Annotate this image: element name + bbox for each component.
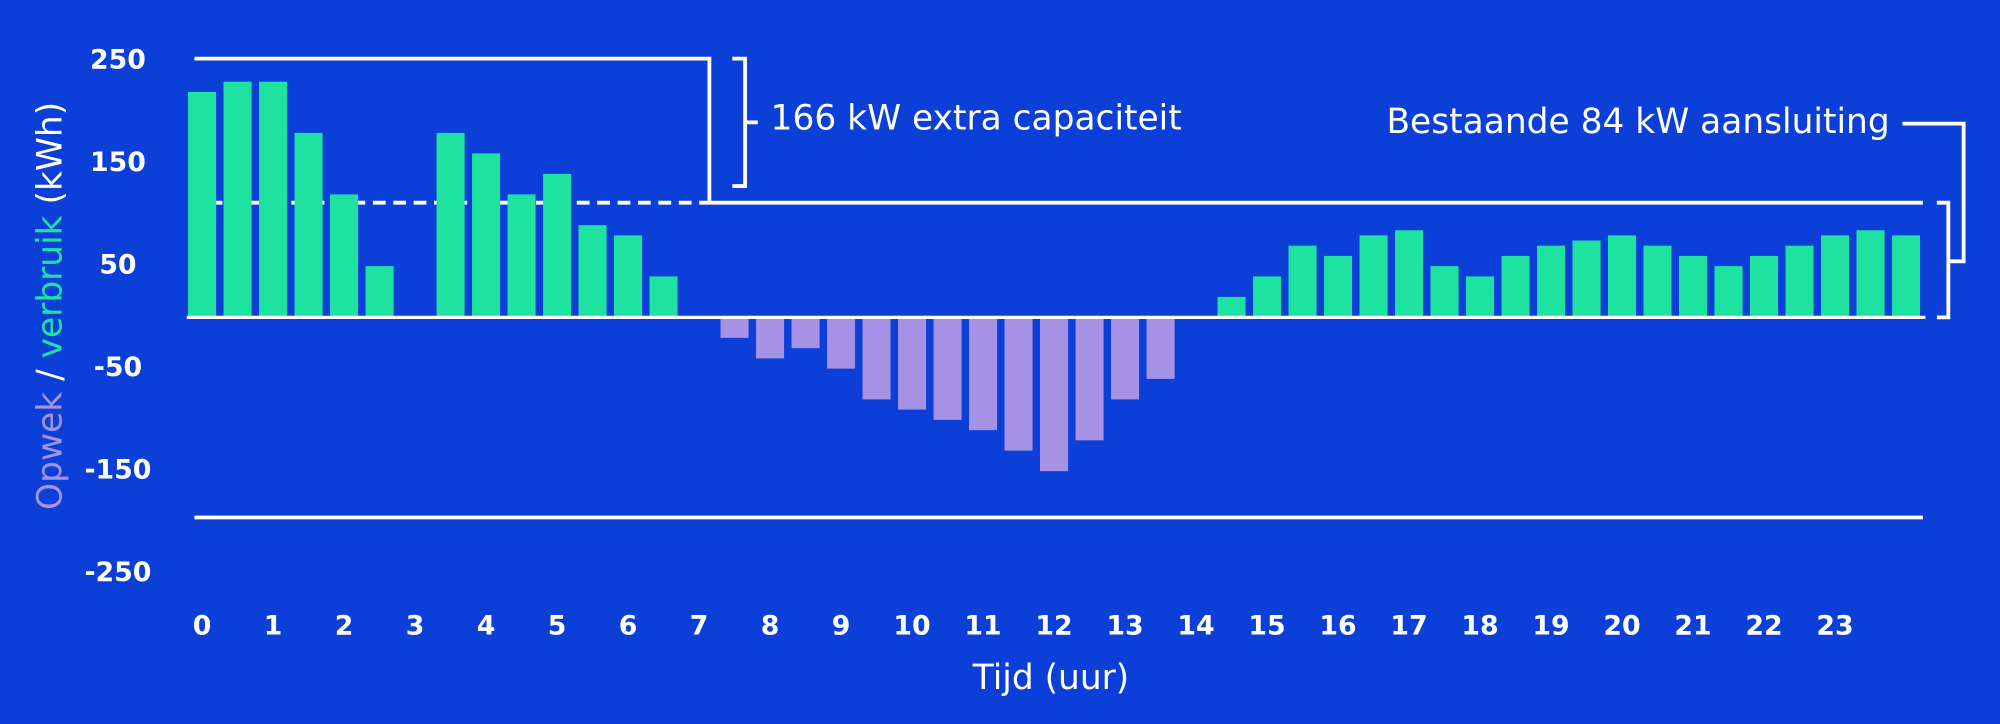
y-tick-label: -150: [84, 455, 151, 486]
annotation: Bestaande 84 kW aansluiting: [1386, 102, 1889, 142]
x-tick-label: 10: [893, 611, 930, 642]
x-tick-label: 2: [335, 611, 354, 642]
x-tick-label: 15: [1248, 611, 1285, 642]
bar: [933, 317, 962, 420]
x-tick-label: 14: [1177, 611, 1214, 642]
bar: [578, 225, 607, 318]
bar: [1821, 235, 1850, 318]
y-axis-label-part: (kWh): [30, 102, 70, 205]
bar: [1891, 235, 1921, 318]
y-axis-label-part: /: [30, 369, 70, 381]
x-tick-label: 20: [1603, 611, 1640, 642]
x-tick-label: 8: [761, 611, 780, 642]
x-tick-label: 17: [1390, 611, 1427, 642]
bar: [1253, 276, 1282, 318]
bar: [330, 194, 359, 318]
bar: [969, 317, 998, 431]
bar: [862, 317, 891, 400]
x-axis-label: Tijd (uur): [972, 658, 1129, 698]
x-tick-label: 4: [477, 611, 496, 642]
bar: [1359, 235, 1388, 318]
bar: [1146, 317, 1175, 379]
x-tick-label: 13: [1106, 611, 1143, 642]
x-tick-label: 1: [264, 611, 283, 642]
bar: [1395, 230, 1424, 318]
bar: [507, 194, 536, 318]
bar: [720, 317, 749, 338]
x-tick-label: 12: [1035, 611, 1072, 642]
bar: [1501, 255, 1530, 318]
x-tick-label: 16: [1319, 611, 1356, 642]
x-tick-label: 6: [619, 611, 638, 642]
bar: [1324, 255, 1353, 318]
bar: [294, 132, 323, 318]
bar: [1217, 296, 1246, 318]
annotation: 166 kW extra capaciteit: [771, 98, 1182, 138]
bar: [1075, 317, 1104, 441]
bar: [827, 317, 856, 369]
y-axis-label-part: verbruik: [30, 215, 70, 358]
x-tick-label: 3: [406, 611, 425, 642]
bar: [1111, 317, 1140, 400]
x-tick-label: 5: [548, 611, 567, 642]
bar: [1856, 230, 1885, 318]
y-tick-label: 250: [90, 45, 146, 76]
capacity-line: [194, 56, 1923, 205]
bar: [1750, 255, 1779, 318]
bar: [1714, 266, 1743, 318]
x-tick-label: 19: [1532, 611, 1569, 642]
bar: [791, 317, 820, 349]
bar: [1040, 317, 1069, 472]
bar: [1288, 245, 1317, 318]
y-axis-label: Opwek / verbruik (kWh): [30, 102, 70, 510]
bracket-pointer: [1902, 121, 1966, 264]
x-tick-label: 11: [964, 611, 1001, 642]
x-tick-label: 22: [1745, 611, 1782, 642]
bar: [472, 153, 501, 318]
bar: [543, 173, 572, 318]
x-tick-label: 21: [1674, 611, 1711, 642]
bar: [649, 276, 678, 318]
bar: [365, 266, 394, 318]
x-tick-label: 0: [193, 611, 212, 642]
bar: [188, 91, 217, 318]
bar: [1466, 276, 1495, 318]
bar: [756, 317, 785, 359]
bar: [1537, 245, 1566, 318]
bar: [1572, 240, 1601, 318]
y-tick-label: -50: [94, 352, 142, 383]
bar: [614, 235, 643, 318]
bar: [898, 317, 927, 410]
bar: [1785, 245, 1814, 318]
y-tick-label: 50: [99, 250, 136, 281]
x-tick-label: 18: [1461, 611, 1498, 642]
bar: [1643, 245, 1672, 318]
bar: [436, 132, 465, 318]
x-tick-label: 23: [1816, 611, 1853, 642]
bar: [259, 81, 288, 318]
y-axis-label-part: Opwek: [30, 392, 70, 510]
bar: [1679, 255, 1708, 318]
bar: [1430, 266, 1459, 318]
x-tick-label: 7: [690, 611, 709, 642]
y-tick-label: -250: [84, 557, 151, 588]
bar: [1608, 235, 1637, 318]
bar: [1004, 317, 1033, 451]
x-tick-label: 9: [832, 611, 851, 642]
bar: [223, 81, 252, 318]
y-tick-label: 150: [90, 147, 146, 178]
